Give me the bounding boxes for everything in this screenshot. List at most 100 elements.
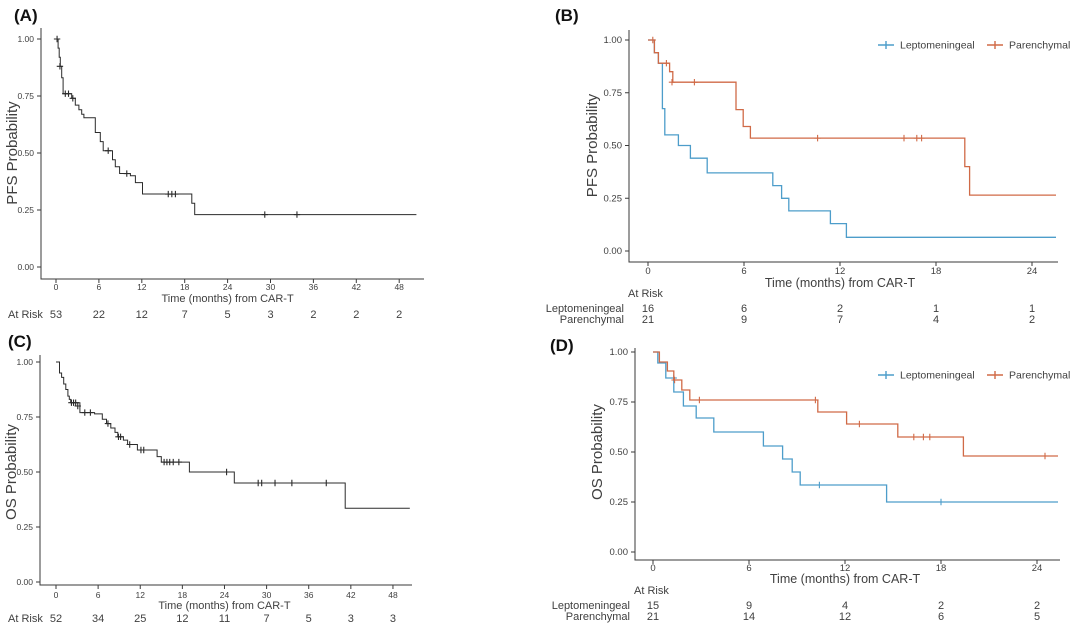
censor-mark <box>123 170 130 177</box>
at-risk-count: 4 <box>933 314 939 326</box>
panel-os-overall: (C) 1.00 0.75 0.50 0.25 0.00 0 6 12 18 24 30 36 42 48… <box>0 330 540 630</box>
y-tick-label: 0.75 <box>604 88 623 99</box>
legend-key-leptomeningeal <box>878 41 894 49</box>
at-risk-group-name: Parenchymal <box>560 314 624 326</box>
y-tick-label: 1.00 <box>604 35 623 46</box>
at-risk-count: 16 <box>642 303 654 315</box>
censor-mark <box>649 36 656 44</box>
x-axis-title: Time (months) from CAR-T <box>161 293 293 305</box>
censor-mark <box>816 481 823 489</box>
x-tick-label: 24 <box>220 590 230 600</box>
at-risk-count: 2 <box>310 309 316 321</box>
y-axis-title: OS Probability <box>3 424 20 520</box>
at-risk-count: 6 <box>741 303 747 315</box>
censor-mark <box>172 190 179 198</box>
censor-mark <box>81 409 88 416</box>
y-axis-title: PFS Probability <box>4 101 21 205</box>
at-risk-count: 9 <box>746 600 752 612</box>
panel-label-d: (D) <box>550 336 574 355</box>
y-tick-label: 0.25 <box>16 522 33 532</box>
x-tick-label: 12 <box>840 563 851 574</box>
censor-mark <box>126 441 133 448</box>
survival-curve-Parenchymal <box>653 351 1058 457</box>
y-tick-label: 0.50 <box>604 141 623 152</box>
legend-label-leptomeningeal: Leptomeningeal <box>900 40 975 52</box>
km-plot-C: 1.00 0.75 0.50 0.25 0.00 0 6 12 18 24 30 36 42 48 Time… <box>3 355 412 625</box>
axis-lines <box>634 348 1060 561</box>
censor-mark <box>74 402 81 410</box>
y-tick-label: 0.00 <box>16 577 33 587</box>
y-tick-label: 0.75 <box>17 91 34 101</box>
censor-mark <box>72 399 79 406</box>
km-chart-os-by-site: 1.00 0.75 0.50 0.25 0.00 0 6 12 18 24 Time (months… <box>540 330 1080 635</box>
at-risk-count: 21 <box>642 314 654 326</box>
at-risk-group-name: Leptomeningeal <box>546 303 624 315</box>
legend-key-parenchymal <box>987 41 1003 49</box>
x-tick-label: 12 <box>835 266 846 277</box>
survival-curve-all <box>56 361 410 509</box>
censor-mark <box>918 134 925 142</box>
x-tick-label: 12 <box>137 282 147 292</box>
censor-mark <box>87 409 94 416</box>
x-tick-label: 30 <box>266 282 276 292</box>
at-risk-count: 9 <box>741 314 747 326</box>
x-tick-label: 48 <box>394 282 404 292</box>
at-risk-count: 4 <box>842 600 848 612</box>
at-risk-count: 6 <box>938 611 944 623</box>
x-tick-label: 24 <box>1027 266 1038 277</box>
y-tick-label: 0.00 <box>604 246 623 257</box>
x-axis-title: Time (months) from CAR-T <box>158 600 290 612</box>
x-tick-label: 42 <box>352 282 362 292</box>
y-tick-label: 0.75 <box>16 412 33 422</box>
censor-mark <box>668 79 676 86</box>
censor-mark <box>69 95 77 102</box>
km-chart-pfs-by-site: 1.00 0.75 0.50 0.25 0.00 0 6 12 18 24 Time (months… <box>540 0 1080 335</box>
at-risk-count: 1 <box>1029 303 1035 315</box>
x-tick-label: 0 <box>650 563 655 574</box>
x-tick-label: 18 <box>178 590 188 600</box>
at-risk-count: 3 <box>267 309 273 321</box>
at-risk-count: 2 <box>1034 600 1040 612</box>
y-tick-label: 0.25 <box>17 205 34 215</box>
x-tick-label: 0 <box>54 282 59 292</box>
axis-lines <box>628 30 1058 263</box>
at-risk-count: 14 <box>743 611 755 623</box>
censor-mark <box>104 147 112 154</box>
survival-curve-Parenchymal <box>648 39 1056 196</box>
x-tick-label: 36 <box>304 590 314 600</box>
at-risk-count: 2 <box>1029 314 1035 326</box>
censor-mark <box>56 63 64 70</box>
censor-mark <box>293 211 301 218</box>
censor-mark <box>937 498 945 506</box>
y-tick-label: 1.00 <box>16 357 33 367</box>
at-risk-count: 25 <box>134 613 146 625</box>
panel-pfs-by-site: (B) 1.00 0.75 0.50 0.25 0.00 0 6 12 18 24 Time (mo… <box>540 0 1080 330</box>
x-tick-label: 30 <box>262 590 272 600</box>
at-risk-label: At Risk <box>634 585 669 597</box>
censor-mark <box>671 376 678 384</box>
censor-mark <box>910 433 917 441</box>
x-tick-label: 6 <box>97 282 102 292</box>
censor-mark <box>271 479 279 487</box>
km-chart-pfs-overall: 1.00 0.75 0.50 0.25 0.00 0 6 12 18 24 30 36 42 48 Time… <box>0 0 540 335</box>
at-risk-count: 5 <box>225 309 231 321</box>
panel-os-by-site: (D) 1.00 0.75 0.50 0.25 0.00 0 6 12 18 24 Time (mo… <box>540 330 1080 630</box>
censor-mark <box>117 433 124 440</box>
at-risk-count: 7 <box>182 309 188 321</box>
censor-mark <box>926 433 933 441</box>
censor-mark <box>814 134 821 142</box>
panel-label-c: (C) <box>8 332 32 351</box>
x-tick-label: 12 <box>136 590 146 600</box>
km-plot-A: 1.00 0.75 0.50 0.25 0.00 0 6 12 18 24 30 36 42 48 Time… <box>4 28 424 321</box>
x-tick-label: 48 <box>388 590 398 600</box>
at-risk-count: 53 <box>50 309 62 321</box>
censor-mark <box>53 35 61 43</box>
x-tick-label: 18 <box>936 563 947 574</box>
x-tick-label: 0 <box>54 590 59 600</box>
y-axis-title: PFS Probability <box>584 93 601 197</box>
censor-mark <box>175 458 183 466</box>
y-tick-label: 1.00 <box>17 34 34 44</box>
at-risk-count: 52 <box>50 613 62 625</box>
